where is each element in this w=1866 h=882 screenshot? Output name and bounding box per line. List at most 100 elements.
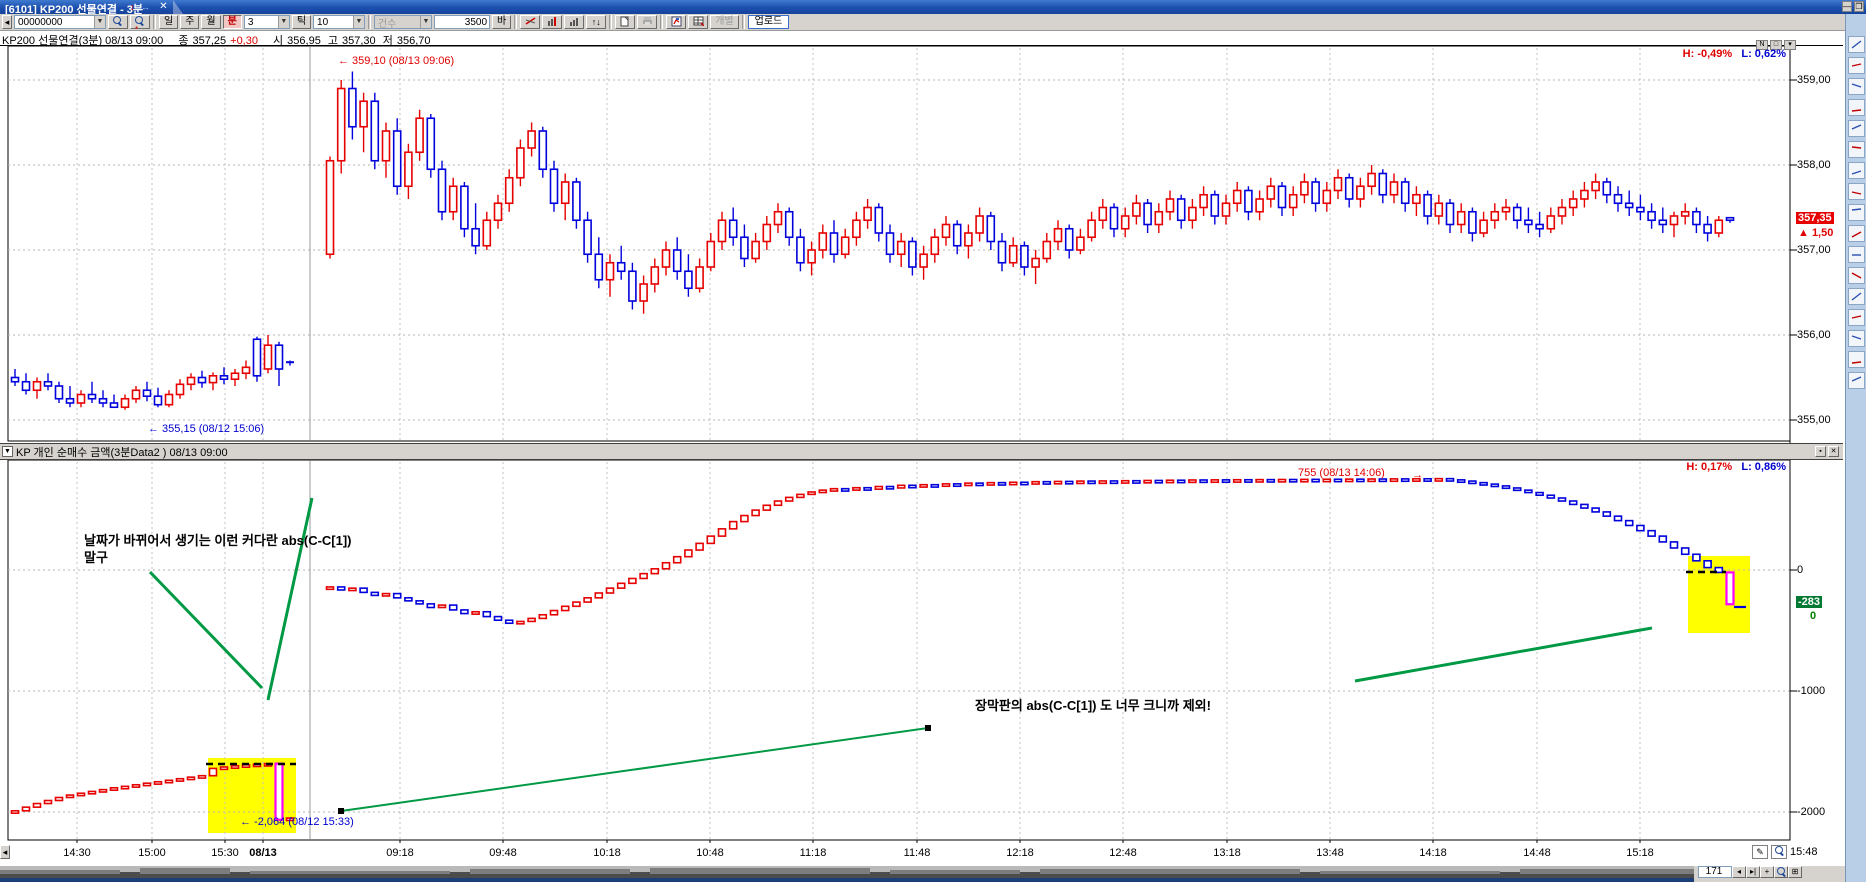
drawing-tool-button[interactable] (1848, 36, 1865, 53)
new-document-button[interactable] (615, 15, 636, 29)
minimap-bump (1520, 869, 1694, 874)
zoom-mode-button[interactable] (1771, 845, 1787, 859)
netbuy-mark (1636, 524, 1645, 532)
drawing-tool-button[interactable] (1848, 309, 1865, 326)
open-price-label: 시 (273, 35, 284, 47)
sub-hl-readout: H: 0,17% L: 0,86% (1686, 461, 1786, 473)
volume-chart-button[interactable] (542, 15, 563, 29)
period-month-button[interactable]: 월 (201, 15, 221, 29)
zoom-out-button[interactable] (1774, 866, 1788, 878)
axis-scroll-left-button[interactable]: ◂ (0, 845, 10, 859)
value-tick-label: 0 (1797, 564, 1804, 576)
step-right-button[interactable]: ▸| (1746, 866, 1760, 878)
candle-body (1378, 172, 1388, 196)
indicator-window-button[interactable] (666, 15, 687, 29)
candle-body (1456, 210, 1466, 226)
candle-body (1143, 202, 1152, 226)
drawing-tool-button[interactable] (1848, 351, 1865, 368)
drawing-tool-button[interactable] (1848, 99, 1865, 116)
toolbar-scroll-left-button[interactable]: ◂ (2, 15, 12, 29)
search-button[interactable] (108, 15, 128, 29)
drawing-tool-button[interactable] (1848, 141, 1865, 158)
maximize-button[interactable]: ❒ (1854, 1, 1864, 12)
time-tick-label: 11:48 (903, 847, 931, 859)
minimap-bump (1040, 869, 1300, 874)
drawing-tool-icon (1851, 272, 1862, 279)
drawing-tool-button[interactable] (1848, 57, 1865, 74)
netbuy-mark (1311, 478, 1320, 483)
netbuy-mark (874, 485, 884, 490)
chart-note-button[interactable]: N (1756, 40, 1768, 50)
candle-body (1266, 185, 1276, 200)
chart-restore-button[interactable]: □ (1770, 40, 1782, 50)
netbuy-mark (1546, 494, 1556, 499)
netbuy-mark (1412, 477, 1421, 482)
netbuy-mark (1210, 479, 1220, 484)
expand-button[interactable]: ⊞ (1788, 866, 1802, 878)
candle-body (762, 223, 772, 243)
period-day-button[interactable]: 일 (159, 15, 179, 29)
upload-button[interactable]: 업로드 (747, 15, 790, 29)
search-favorite-button[interactable]: * (130, 15, 150, 34)
netbuy-mark (392, 592, 402, 599)
minimize-button[interactable]: — (1842, 1, 1852, 12)
visible-count-input[interactable]: 171 (1698, 866, 1732, 878)
period-minute-button[interactable]: 분 (222, 15, 242, 29)
collapse-icon[interactable]: ▼ (2, 446, 13, 457)
divider (660, 15, 664, 29)
drawing-tool-button[interactable] (1848, 246, 1865, 263)
tick-interval-combo[interactable]: 10 ▼ (313, 15, 366, 29)
drawing-tool-button[interactable] (1848, 372, 1865, 389)
drawing-tool-button[interactable] (1848, 162, 1865, 179)
candle-body (252, 338, 262, 377)
trendline-tool-button[interactable] (520, 15, 541, 29)
bar-chart-button[interactable] (564, 15, 585, 29)
drawing-tool-button[interactable] (1848, 288, 1865, 305)
candle-body (919, 253, 928, 268)
close-price-value: 357,25 (192, 35, 227, 47)
drawing-tool-button[interactable] (1848, 204, 1865, 221)
sub-pane-close-button[interactable]: ✕ (1828, 446, 1839, 457)
period-week-button[interactable]: 주 (180, 15, 200, 29)
grid-view-button[interactable] (688, 15, 709, 29)
close-icon[interactable]: ✕ (159, 1, 168, 12)
tick-button[interactable]: 틱 (291, 15, 312, 29)
candle-body (527, 130, 536, 149)
sort-updown-button[interactable]: ↑↓ (586, 15, 607, 29)
drawing-tool-button[interactable] (1848, 267, 1865, 284)
drawing-tool-button[interactable] (1848, 225, 1865, 242)
high-annotation: ← 359,10 (08/13 09:06) (338, 55, 455, 67)
candle-body (818, 232, 828, 251)
peak-arrow-icon: → (1412, 469, 1423, 481)
zoom-in-button[interactable]: + (1760, 866, 1774, 878)
drawing-tool-icon (1851, 63, 1862, 67)
symbol-code-combo[interactable]: 00000000 ▼ (14, 15, 106, 29)
drawing-tool-button[interactable] (1848, 330, 1865, 347)
netbuy-mark (594, 592, 604, 599)
range-scrollbar[interactable] (0, 866, 1694, 878)
drawing-tool-button[interactable] (1848, 120, 1865, 137)
netbuy-mark (1669, 541, 1679, 549)
netbuy-mark (54, 796, 64, 802)
netbuy-mark (1322, 478, 1332, 483)
bar-count-input[interactable] (434, 15, 491, 29)
sub-pane-up-button[interactable]: ▪ (1815, 446, 1826, 457)
candle-body (941, 223, 951, 239)
candle-body (829, 232, 839, 256)
candle-body (639, 283, 648, 302)
draw-mode-button[interactable]: ✎ (1752, 845, 1768, 859)
step-left-button[interactable]: ◂ (1732, 866, 1746, 878)
minute-interval-combo[interactable]: 3 ▼ (243, 15, 290, 29)
bar-button[interactable]: 바 (492, 15, 512, 29)
netbuy-mark (672, 555, 682, 564)
candle-body (1165, 198, 1175, 213)
candle-body (773, 210, 783, 226)
chart-menu-button[interactable]: ▾ (1784, 40, 1796, 50)
drawing-tool-button[interactable] (1848, 183, 1865, 200)
bar-chart-alert-icon (548, 17, 557, 26)
drawing-tool-icon (1851, 335, 1862, 340)
netbuy-mark (740, 514, 749, 523)
drawing-tool-button[interactable] (1848, 78, 1865, 95)
candle-body (1580, 189, 1589, 200)
